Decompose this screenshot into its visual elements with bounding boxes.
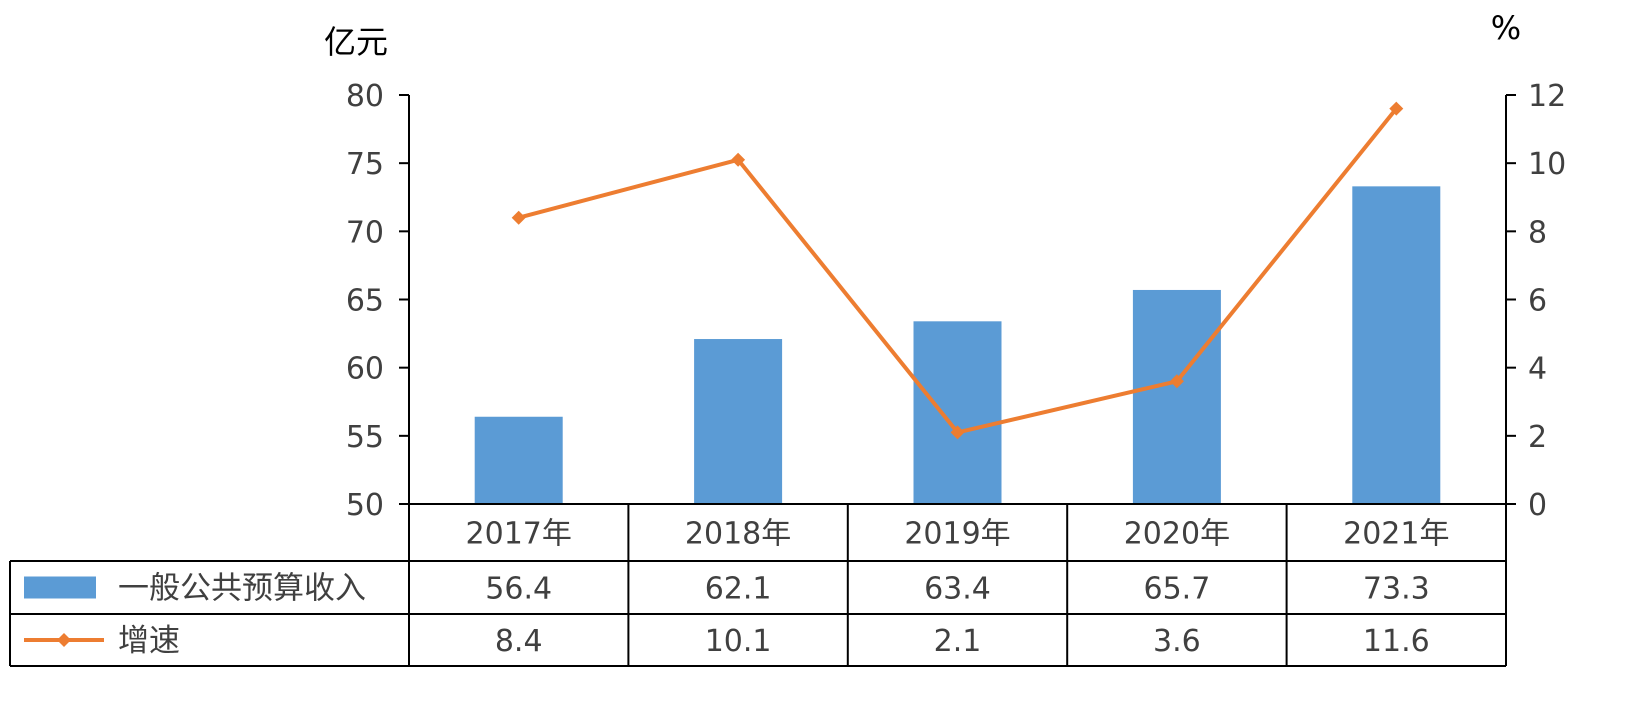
right-axis-tick-label: 2 [1528,420,1547,455]
left-axis-tick-label: 60 [346,352,384,387]
line-marker [731,152,746,167]
line-series [511,101,1404,440]
bar [1352,186,1441,505]
line-value-cell: 10.1 [705,624,772,659]
right-axis-unit: % [1491,9,1521,47]
right-axis-tick-label: 10 [1528,147,1566,182]
category-label: 2021年 [1343,517,1449,552]
left-axis-unit: 亿元 [324,23,388,61]
legend-swatch-marker [57,633,71,647]
bar [474,416,563,504]
line-marker [1389,101,1404,116]
bar-value-cell: 65.7 [1144,572,1211,607]
right-axis-tick-label: 6 [1528,284,1547,319]
line-value-cell: 8.4 [495,624,543,659]
line-value-cell: 11.6 [1363,624,1430,659]
left-axis-tick-label: 50 [346,488,384,523]
left-axis-tick-label: 80 [346,79,384,114]
bar-series [474,186,1441,505]
left-axis-tick-label: 75 [346,147,384,182]
legend-swatch-bar [24,576,96,599]
right-axis-tick-label: 8 [1528,215,1547,250]
bar [694,339,783,504]
line-value-cell: 3.6 [1153,624,1201,659]
category-label: 2020年 [1124,517,1230,552]
bar-value-cell: 63.4 [924,572,991,607]
line-marker [511,210,526,225]
bar-value-cell: 73.3 [1363,572,1430,607]
line-marker [1169,374,1184,389]
left-axis-tick-label: 70 [346,215,384,250]
line-marker [950,425,965,440]
category-label: 2018年 [685,517,791,552]
legend-label-bar: 一般公共预算收入 [118,571,366,607]
bar-value-cell: 56.4 [485,572,552,607]
bar [1132,289,1221,504]
legend-label-line: 增速 [118,623,180,659]
left-axis-tick-label: 55 [346,420,384,455]
line-value-cell: 2.1 [934,624,982,659]
left-axis-tick-label: 65 [346,284,384,319]
category-label: 2019年 [904,517,1010,552]
right-axis-tick-label: 4 [1528,352,1547,387]
right-axis-tick-label: 12 [1528,79,1566,114]
axes: 50 55 60 65 70 75 80 亿元 0 2 4 6 8 10 12% [324,9,1566,523]
bar [913,321,1002,504]
category-label: 2017年 [466,517,572,552]
bar-value-cell: 62.1 [705,572,772,607]
right-axis-tick-label: 0 [1528,488,1547,523]
